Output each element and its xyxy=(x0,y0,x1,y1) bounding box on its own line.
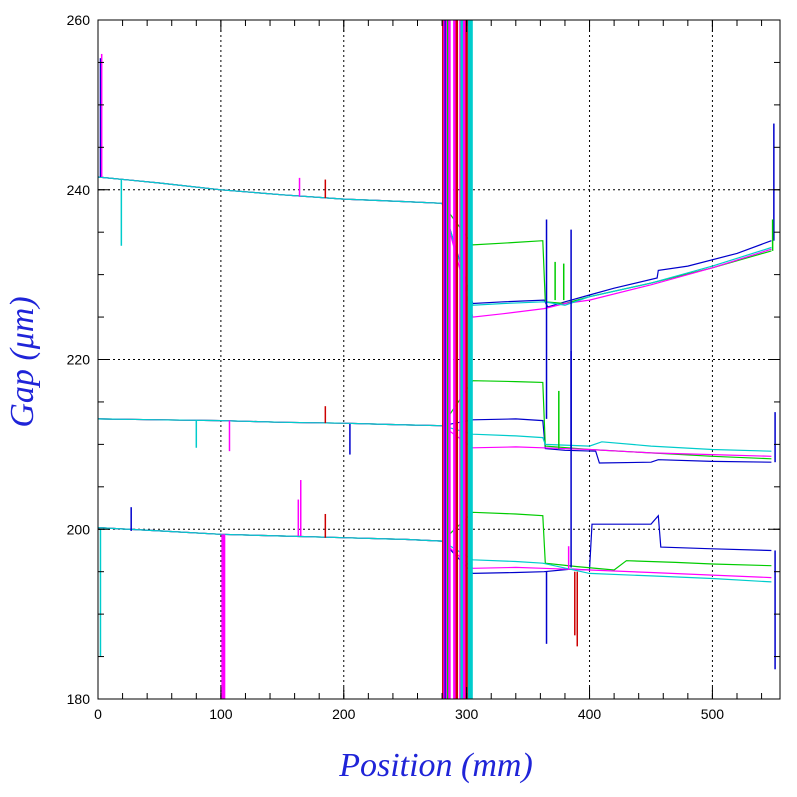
x-tick-label: 0 xyxy=(94,706,102,722)
y-tick-label: 200 xyxy=(67,521,91,537)
x-tick-label: 100 xyxy=(209,706,233,722)
y-tick-label: 180 xyxy=(67,691,91,707)
data-series xyxy=(98,20,776,699)
series-line xyxy=(98,418,772,452)
x-tick-label: 500 xyxy=(701,706,725,722)
y-tick-label: 260 xyxy=(67,12,91,28)
y-axis-title: Gap (μm) xyxy=(4,296,41,427)
x-tick-label: 400 xyxy=(578,706,602,722)
x-tick-label: 200 xyxy=(332,706,356,722)
x-tick-label: 300 xyxy=(455,706,479,722)
y-tick-label: 240 xyxy=(67,182,91,198)
y-tick-label: 220 xyxy=(67,352,91,368)
tick-labels: 0 100 200 300 400 500 180 200 220 240 260 xyxy=(67,12,725,722)
axis-ticks xyxy=(97,19,780,700)
x-axis-title: Position (mm) xyxy=(338,747,533,784)
